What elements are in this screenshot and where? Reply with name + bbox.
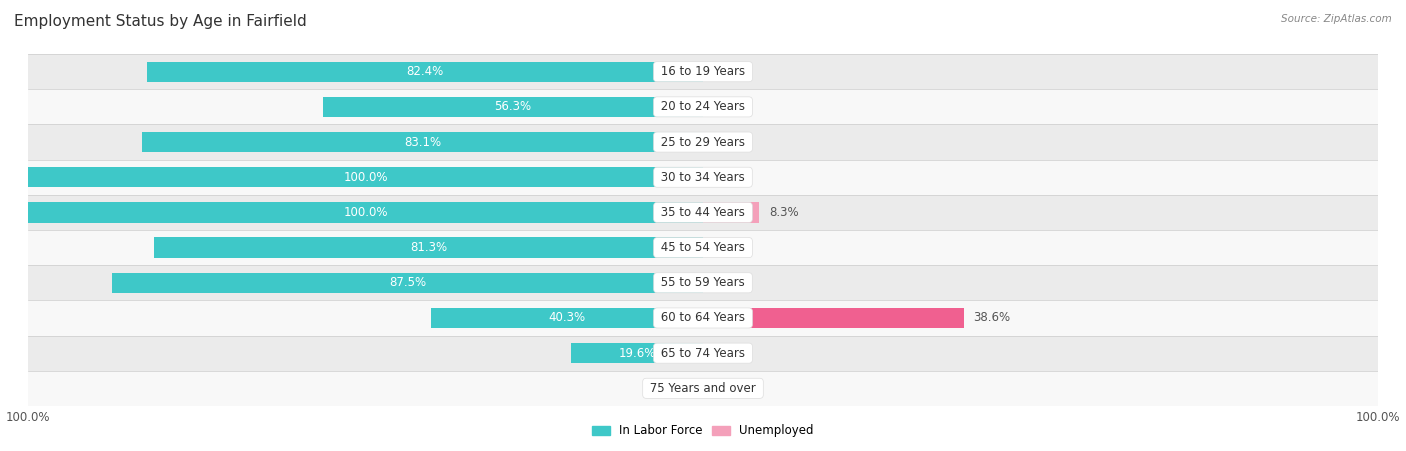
Text: 30 to 34 Years: 30 to 34 Years <box>657 171 749 184</box>
Text: 55 to 59 Years: 55 to 59 Years <box>657 276 749 289</box>
Bar <box>28 54 1378 89</box>
Bar <box>703 132 706 152</box>
Text: 16 to 19 Years: 16 to 19 Years <box>657 65 749 78</box>
Bar <box>142 132 703 152</box>
Bar <box>155 237 703 258</box>
Bar <box>28 300 1378 336</box>
Text: 56.3%: 56.3% <box>495 101 531 113</box>
Text: 60 to 64 Years: 60 to 64 Years <box>657 312 749 324</box>
Text: 0.0%: 0.0% <box>713 101 742 113</box>
Text: 8.3%: 8.3% <box>769 206 799 219</box>
Bar <box>571 343 703 364</box>
Text: 45 to 54 Years: 45 to 54 Years <box>657 241 749 254</box>
Bar <box>28 265 1378 300</box>
Text: 100.0%: 100.0% <box>343 206 388 219</box>
Text: 20 to 24 Years: 20 to 24 Years <box>657 101 749 113</box>
Bar <box>703 308 963 328</box>
Text: 0.0%: 0.0% <box>713 382 742 395</box>
Bar <box>28 124 1378 160</box>
Text: 35 to 44 Years: 35 to 44 Years <box>657 206 749 219</box>
Text: 0.5%: 0.5% <box>717 136 747 148</box>
Bar <box>323 97 703 117</box>
Bar <box>28 89 1378 124</box>
Text: Employment Status by Age in Fairfield: Employment Status by Age in Fairfield <box>14 14 307 28</box>
Text: 0.0%: 0.0% <box>713 347 742 359</box>
Text: 100.0%: 100.0% <box>343 171 388 184</box>
Text: 0.0%: 0.0% <box>713 241 742 254</box>
Bar <box>28 230 1378 265</box>
Text: 40.3%: 40.3% <box>548 312 585 324</box>
Text: 0.0%: 0.0% <box>664 382 693 395</box>
Bar <box>28 167 703 188</box>
Text: 0.0%: 0.0% <box>713 65 742 78</box>
Text: 87.5%: 87.5% <box>389 276 426 289</box>
Bar <box>112 272 703 293</box>
Bar <box>432 308 703 328</box>
Text: 82.4%: 82.4% <box>406 65 443 78</box>
Text: 65 to 74 Years: 65 to 74 Years <box>657 347 749 359</box>
Text: 38.6%: 38.6% <box>973 312 1011 324</box>
Text: 75 Years and over: 75 Years and over <box>647 382 759 395</box>
Bar <box>28 336 1378 371</box>
Bar <box>28 371 1378 406</box>
Bar <box>28 195 1378 230</box>
Legend: In Labor Force, Unemployed: In Labor Force, Unemployed <box>588 420 818 442</box>
Text: 19.6%: 19.6% <box>619 347 655 359</box>
Text: 81.3%: 81.3% <box>411 241 447 254</box>
Text: 83.1%: 83.1% <box>404 136 441 148</box>
Bar <box>28 202 703 223</box>
Text: 25 to 29 Years: 25 to 29 Years <box>657 136 749 148</box>
Bar <box>146 61 703 82</box>
Text: Source: ZipAtlas.com: Source: ZipAtlas.com <box>1281 14 1392 23</box>
Text: 0.0%: 0.0% <box>713 171 742 184</box>
Bar <box>703 202 759 223</box>
Bar <box>28 160 1378 195</box>
Text: 0.0%: 0.0% <box>713 276 742 289</box>
